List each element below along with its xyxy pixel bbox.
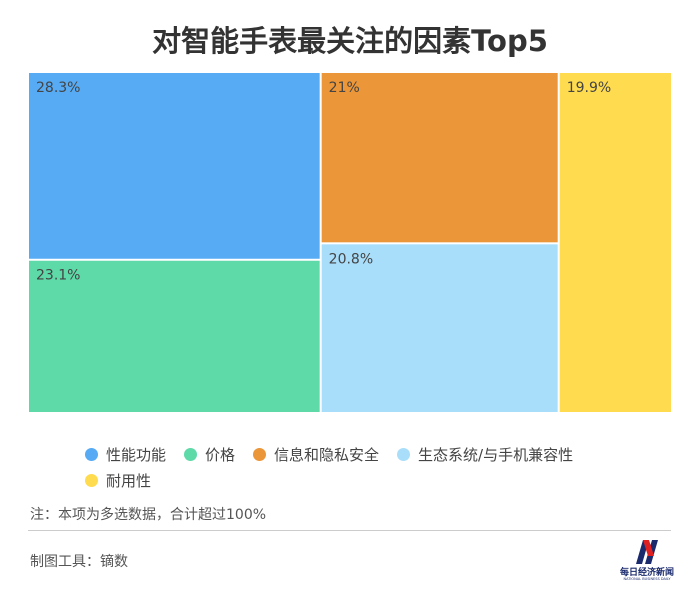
- cell-value-label: 20.8%: [329, 251, 373, 267]
- legend-swatch: [184, 447, 198, 461]
- source-credit: 制图工具：镝数: [30, 554, 128, 570]
- legend-item: 信息和隐私安全: [253, 443, 379, 465]
- footnote: 注：本项为多选数据，合计超过100%: [30, 507, 267, 523]
- legend: 性能功能 价格 信息和隐私安全 生态系统/与手机兼容性耐用性: [85, 443, 645, 495]
- cell-value-label: 23.1%: [36, 268, 80, 284]
- legend-label: 性能功能: [106, 445, 167, 464]
- legend-swatch: [253, 447, 267, 461]
- legend-swatch: [85, 473, 98, 487]
- treemap-cell: [29, 260, 320, 412]
- legend-item: 性能功能: [85, 443, 166, 465]
- legend-item: 耐用性: [85, 469, 151, 491]
- legend-item: 价格: [184, 443, 235, 465]
- legend-label: 生态系统/与手机兼容性: [418, 445, 574, 464]
- legend-label: 价格: [205, 445, 236, 464]
- treemap-cell: [321, 244, 558, 412]
- cell-value-label: 19.9%: [567, 80, 611, 96]
- logo-subtext: NATIONAL BUSINESS DAILY: [623, 577, 671, 581]
- legend-item: 生态系统/与手机兼容性: [397, 443, 573, 465]
- chart-title: 对智能手表最关注的因素Top5: [152, 24, 548, 58]
- legend-swatch: [85, 447, 98, 461]
- treemap-chart: 28.3% 23.1% 21% 20.8% 19.9%: [29, 73, 671, 412]
- divider: [28, 530, 671, 531]
- treemap-cell: [29, 73, 320, 259]
- legend-swatch: [397, 447, 411, 461]
- treemap-cell: [321, 73, 558, 243]
- logo-mark-icon: [636, 540, 658, 564]
- treemap-cell: [559, 73, 671, 412]
- publisher-logo: 每日经济新闻 NATIONAL BUSINESS DAILY: [616, 536, 678, 584]
- cell-value-label: 21%: [329, 80, 360, 96]
- logo-text: 每日经济新闻: [619, 568, 674, 578]
- cell-value-label: 28.3%: [36, 80, 80, 96]
- legend-label: 耐用性: [106, 471, 152, 490]
- legend-label: 信息和隐私安全: [274, 445, 380, 464]
